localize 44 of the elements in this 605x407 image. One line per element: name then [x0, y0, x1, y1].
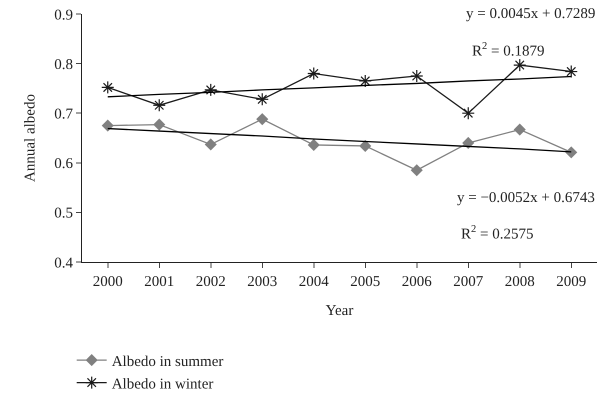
x-tick-label: 2003 [247, 274, 278, 290]
y-tick-label: 0.4 [54, 255, 74, 272]
y-tick-label: 0.7 [54, 106, 74, 122]
y-tick-label: 0.5 [54, 206, 73, 222]
legend-label: Albedo in winter [112, 376, 214, 392]
x-tick-label: 2000 [92, 274, 123, 290]
x-tick-label: 2004 [298, 274, 330, 290]
point [308, 139, 320, 151]
x-tick-label: 2002 [196, 274, 226, 290]
x-tick-label: 2008 [504, 274, 535, 290]
point [102, 120, 114, 132]
point [256, 113, 268, 125]
x-tick-label: 2005 [350, 274, 380, 290]
y-tick-label: 0.6 [54, 156, 74, 172]
point [564, 64, 578, 78]
line-series [107, 76, 572, 98]
point [462, 137, 474, 149]
point [101, 80, 114, 94]
point [410, 164, 423, 176]
point [307, 66, 320, 80]
x-tick-label: 2001 [144, 274, 174, 290]
point [256, 92, 269, 106]
point [462, 106, 475, 120]
y-axis-title: Annual albedo [22, 94, 38, 182]
y-tick-label: 0.8 [54, 56, 73, 73]
point [359, 140, 372, 152]
point [513, 58, 526, 72]
y-tick-label: 0.9 [54, 7, 73, 24]
point [153, 118, 166, 130]
point [152, 98, 166, 112]
point [204, 138, 217, 150]
point [410, 69, 424, 83]
annotation: y = −0.0052x + 0.6743 [457, 190, 595, 206]
x-tick-label: 2007 [453, 274, 484, 290]
point [204, 83, 218, 96]
x-axis-title: Year [326, 303, 354, 319]
annotation: R$^{2}$ = 0.2575 [461, 224, 534, 242]
point [358, 74, 372, 88]
annotation: R$^{2}$ = 0.1879 [472, 41, 544, 60]
x-tick-label: 2009 [556, 274, 586, 290]
annotation: y = 0.0045x + 0.7289 [466, 6, 596, 22]
x-tick-label: 2006 [402, 274, 432, 290]
legend-label: Albedo in summer [112, 354, 224, 370]
point [514, 124, 526, 136]
